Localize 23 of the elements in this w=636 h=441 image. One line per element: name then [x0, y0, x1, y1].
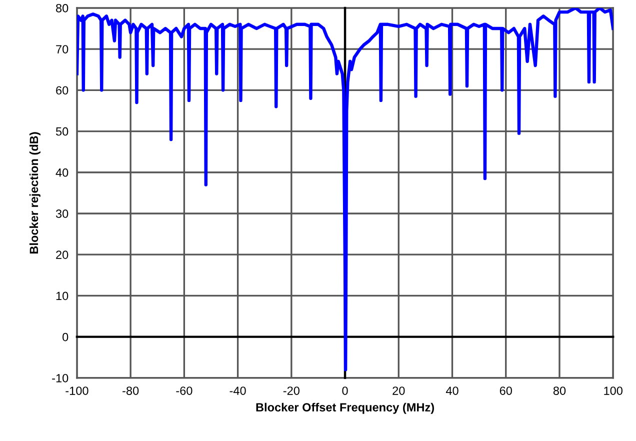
x-axis-title: Blocker Offset Frequency (MHz)	[256, 402, 434, 414]
x-tick-label: 80	[553, 386, 566, 395]
x-tick-label: 100	[604, 386, 622, 395]
x-tick-label: -20	[283, 386, 300, 395]
y-tick-label: 10	[56, 292, 68, 300]
x-tick-label: 20	[392, 386, 405, 395]
y-tick-label: 70	[56, 45, 68, 54]
y-tick-label: 50	[56, 127, 68, 136]
y-tick-label: 20	[56, 250, 68, 259]
y-tick-label: 40	[56, 168, 68, 177]
y-tick-label: 80	[56, 4, 68, 12]
y-tick-label: 0	[62, 332, 68, 342]
x-tick-label: 40	[446, 386, 458, 395]
x-tick-label: -80	[122, 386, 139, 395]
x-tick-label: -40	[230, 386, 246, 395]
y-tick-label: 30	[56, 210, 68, 218]
y-tick-label: 60	[56, 86, 68, 95]
y-axis-title: Blocker rejection (dB)	[29, 132, 40, 254]
x-tick-label: -60	[176, 386, 192, 395]
y-tick-label: -10	[52, 374, 68, 382]
x-tick-label: -100	[66, 386, 88, 395]
x-tick-label: 0	[342, 386, 348, 395]
x-tick-label: 60	[500, 386, 512, 395]
